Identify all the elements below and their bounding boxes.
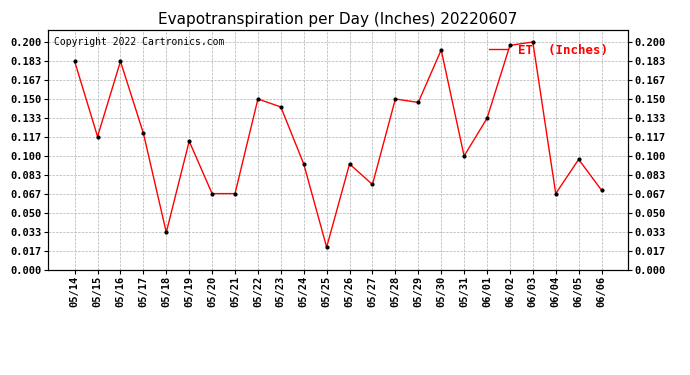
Legend: ET  (Inches): ET (Inches) xyxy=(484,39,613,62)
Title: Evapotranspiration per Day (Inches) 20220607: Evapotranspiration per Day (Inches) 2022… xyxy=(159,12,518,27)
Text: Copyright 2022 Cartronics.com: Copyright 2022 Cartronics.com xyxy=(54,37,224,47)
